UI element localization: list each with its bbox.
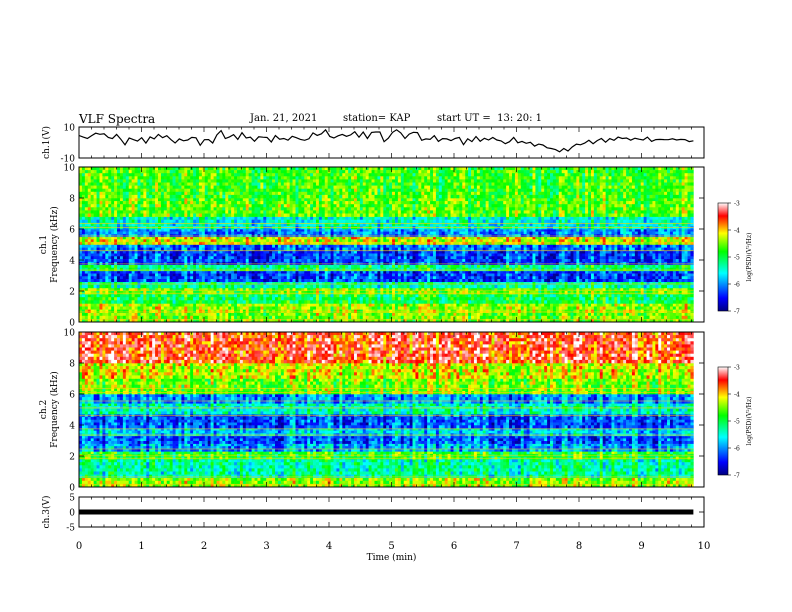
- ch2-y-tick-label: 6: [69, 391, 75, 401]
- ch1-colorbar-label: log(PSD)(V²/Hz): [746, 233, 753, 282]
- ch2-channel-label: ch.2: [39, 400, 49, 419]
- ch2-y-tick-label: 10: [64, 329, 76, 339]
- x-tick-label: 10: [698, 541, 711, 552]
- start-time-label: start UT = 13: 20: 1: [437, 113, 542, 124]
- ch2-spectrogram-image: [79, 332, 694, 487]
- ch3-waveform-ylabel: ch.3(V): [41, 496, 52, 529]
- ch1-waveform-ylabel: ch.1(V): [41, 126, 52, 159]
- ch1-frequency-ylabel: Frequency (kHz): [49, 206, 60, 283]
- ch2-colorbar-tick-label: -3: [734, 365, 740, 372]
- ch1-colorbar: [718, 203, 728, 311]
- x-tick-label: 1: [138, 541, 144, 552]
- ch1-y-tick-label: 10: [64, 164, 76, 174]
- x-tick-label: 0: [76, 541, 82, 552]
- ch2-y-tick-label: 0: [69, 484, 75, 494]
- ch2-colorbar-label: log(PSD)(V²/Hz): [746, 397, 753, 446]
- ch2-colorbar-tick-label: -4: [734, 392, 740, 399]
- ch1-colorbar-tick-label: -5: [734, 255, 740, 262]
- ch1-y-tick-label: 6: [69, 226, 75, 236]
- ch2-y-tick-label: 4: [69, 422, 75, 432]
- ch3-y-tick-label: 0: [69, 509, 75, 519]
- x-tick-label: 7: [513, 541, 519, 552]
- ch2-colorbar-tick-label: -7: [734, 473, 740, 480]
- ch1-colorbar-tick-label: -3: [734, 201, 740, 208]
- station-label: station= KAP: [343, 113, 410, 124]
- ch2-frequency-ylabel: Frequency (kHz): [49, 371, 60, 448]
- ch1-y-tick-label: 4: [69, 257, 75, 267]
- ch1-channel-label: ch.1: [39, 235, 49, 254]
- x-tick-label: 2: [201, 541, 207, 552]
- x-tick-label: 6: [451, 541, 457, 552]
- x-axis-label: Time (min): [367, 552, 417, 563]
- ch1-colorbar-tick-label: -4: [734, 228, 740, 235]
- ch1-y-tick-label: 8: [69, 195, 75, 205]
- x-tick-label: 3: [263, 541, 269, 552]
- ch2-colorbar-tick-label: -5: [734, 419, 740, 426]
- x-tick-label: 8: [576, 541, 582, 552]
- ch1-y-tick-label: 10: [64, 124, 76, 134]
- ch1-colorbar-tick-label: -7: [734, 309, 740, 316]
- ch1-y-tick-label: 2: [69, 288, 75, 298]
- ch1-waveform-line: [79, 130, 693, 152]
- ch2-y-tick-label: 8: [69, 360, 75, 370]
- figure-title: VLF Spectra: [79, 112, 155, 126]
- x-tick-label: 9: [638, 541, 644, 552]
- x-tick-label: 5: [388, 541, 394, 552]
- ch3-y-tick-label: 5: [69, 494, 75, 504]
- ch2-colorbar-tick-label: -6: [734, 446, 740, 453]
- ch2-y-tick-label: 2: [69, 453, 75, 463]
- ch1-spectrogram-image: [79, 167, 694, 322]
- ch1-colorbar-tick-label: -6: [734, 282, 740, 289]
- date-label: Jan. 21, 2021: [250, 113, 317, 124]
- x-tick-label: 4: [326, 541, 332, 552]
- ch1-y-tick-label: 0: [69, 319, 75, 329]
- ch2-colorbar: [718, 367, 728, 475]
- ch3-y-tick-label: -5: [66, 524, 75, 534]
